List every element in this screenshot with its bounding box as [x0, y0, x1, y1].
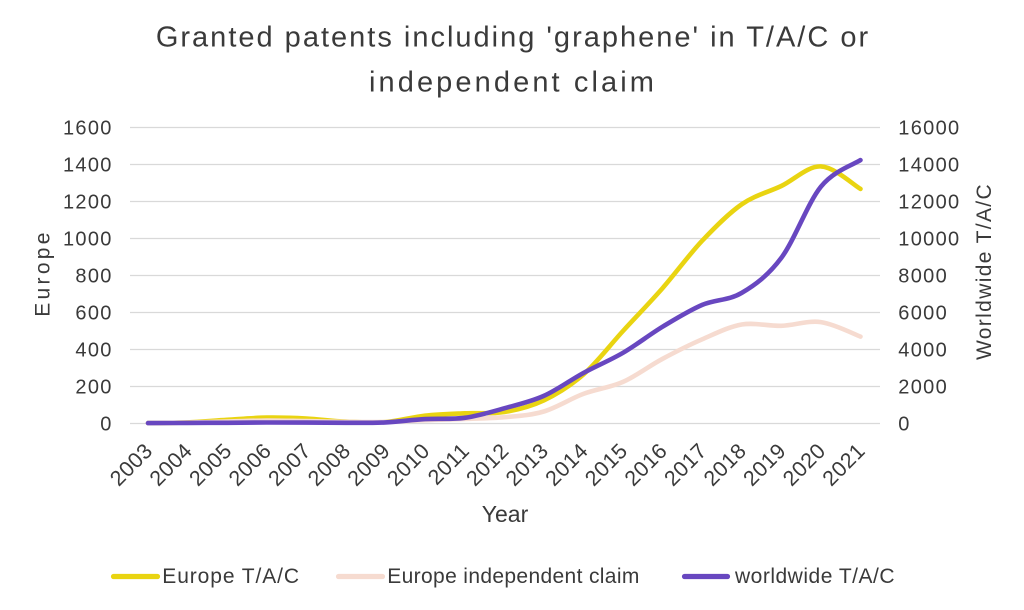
svg-text:independent claim: independent claim: [369, 67, 657, 99]
svg-text:Europe independent claim: Europe independent claim: [387, 565, 639, 588]
svg-text:12000: 12000: [898, 192, 960, 214]
svg-text:200: 200: [75, 377, 112, 399]
svg-text:8000: 8000: [898, 266, 948, 288]
svg-text:600: 600: [75, 303, 112, 325]
svg-text:6000: 6000: [898, 303, 948, 325]
svg-text:1600: 1600: [63, 118, 113, 140]
svg-text:1400: 1400: [63, 155, 113, 177]
svg-text:Europe T/A/C: Europe T/A/C: [162, 565, 300, 588]
svg-text:10000: 10000: [898, 229, 960, 251]
svg-text:16000: 16000: [898, 118, 960, 140]
svg-text:800: 800: [75, 266, 112, 288]
svg-text:2000: 2000: [898, 377, 948, 399]
svg-text:0: 0: [100, 414, 112, 436]
svg-text:Europe: Europe: [32, 229, 55, 317]
svg-text:0: 0: [898, 414, 910, 436]
svg-text:1000: 1000: [63, 229, 113, 251]
svg-text:Granted patents including 'gra: Granted patents including 'graphene' in …: [156, 22, 870, 54]
svg-text:Year: Year: [482, 501, 529, 527]
svg-text:worldwide T/A/C: worldwide T/A/C: [734, 565, 895, 588]
svg-text:1200: 1200: [63, 192, 113, 214]
svg-text:Worldwide T/A/C: Worldwide T/A/C: [973, 183, 996, 360]
svg-text:4000: 4000: [898, 340, 948, 362]
svg-text:400: 400: [75, 340, 112, 362]
svg-text:14000: 14000: [898, 155, 960, 177]
